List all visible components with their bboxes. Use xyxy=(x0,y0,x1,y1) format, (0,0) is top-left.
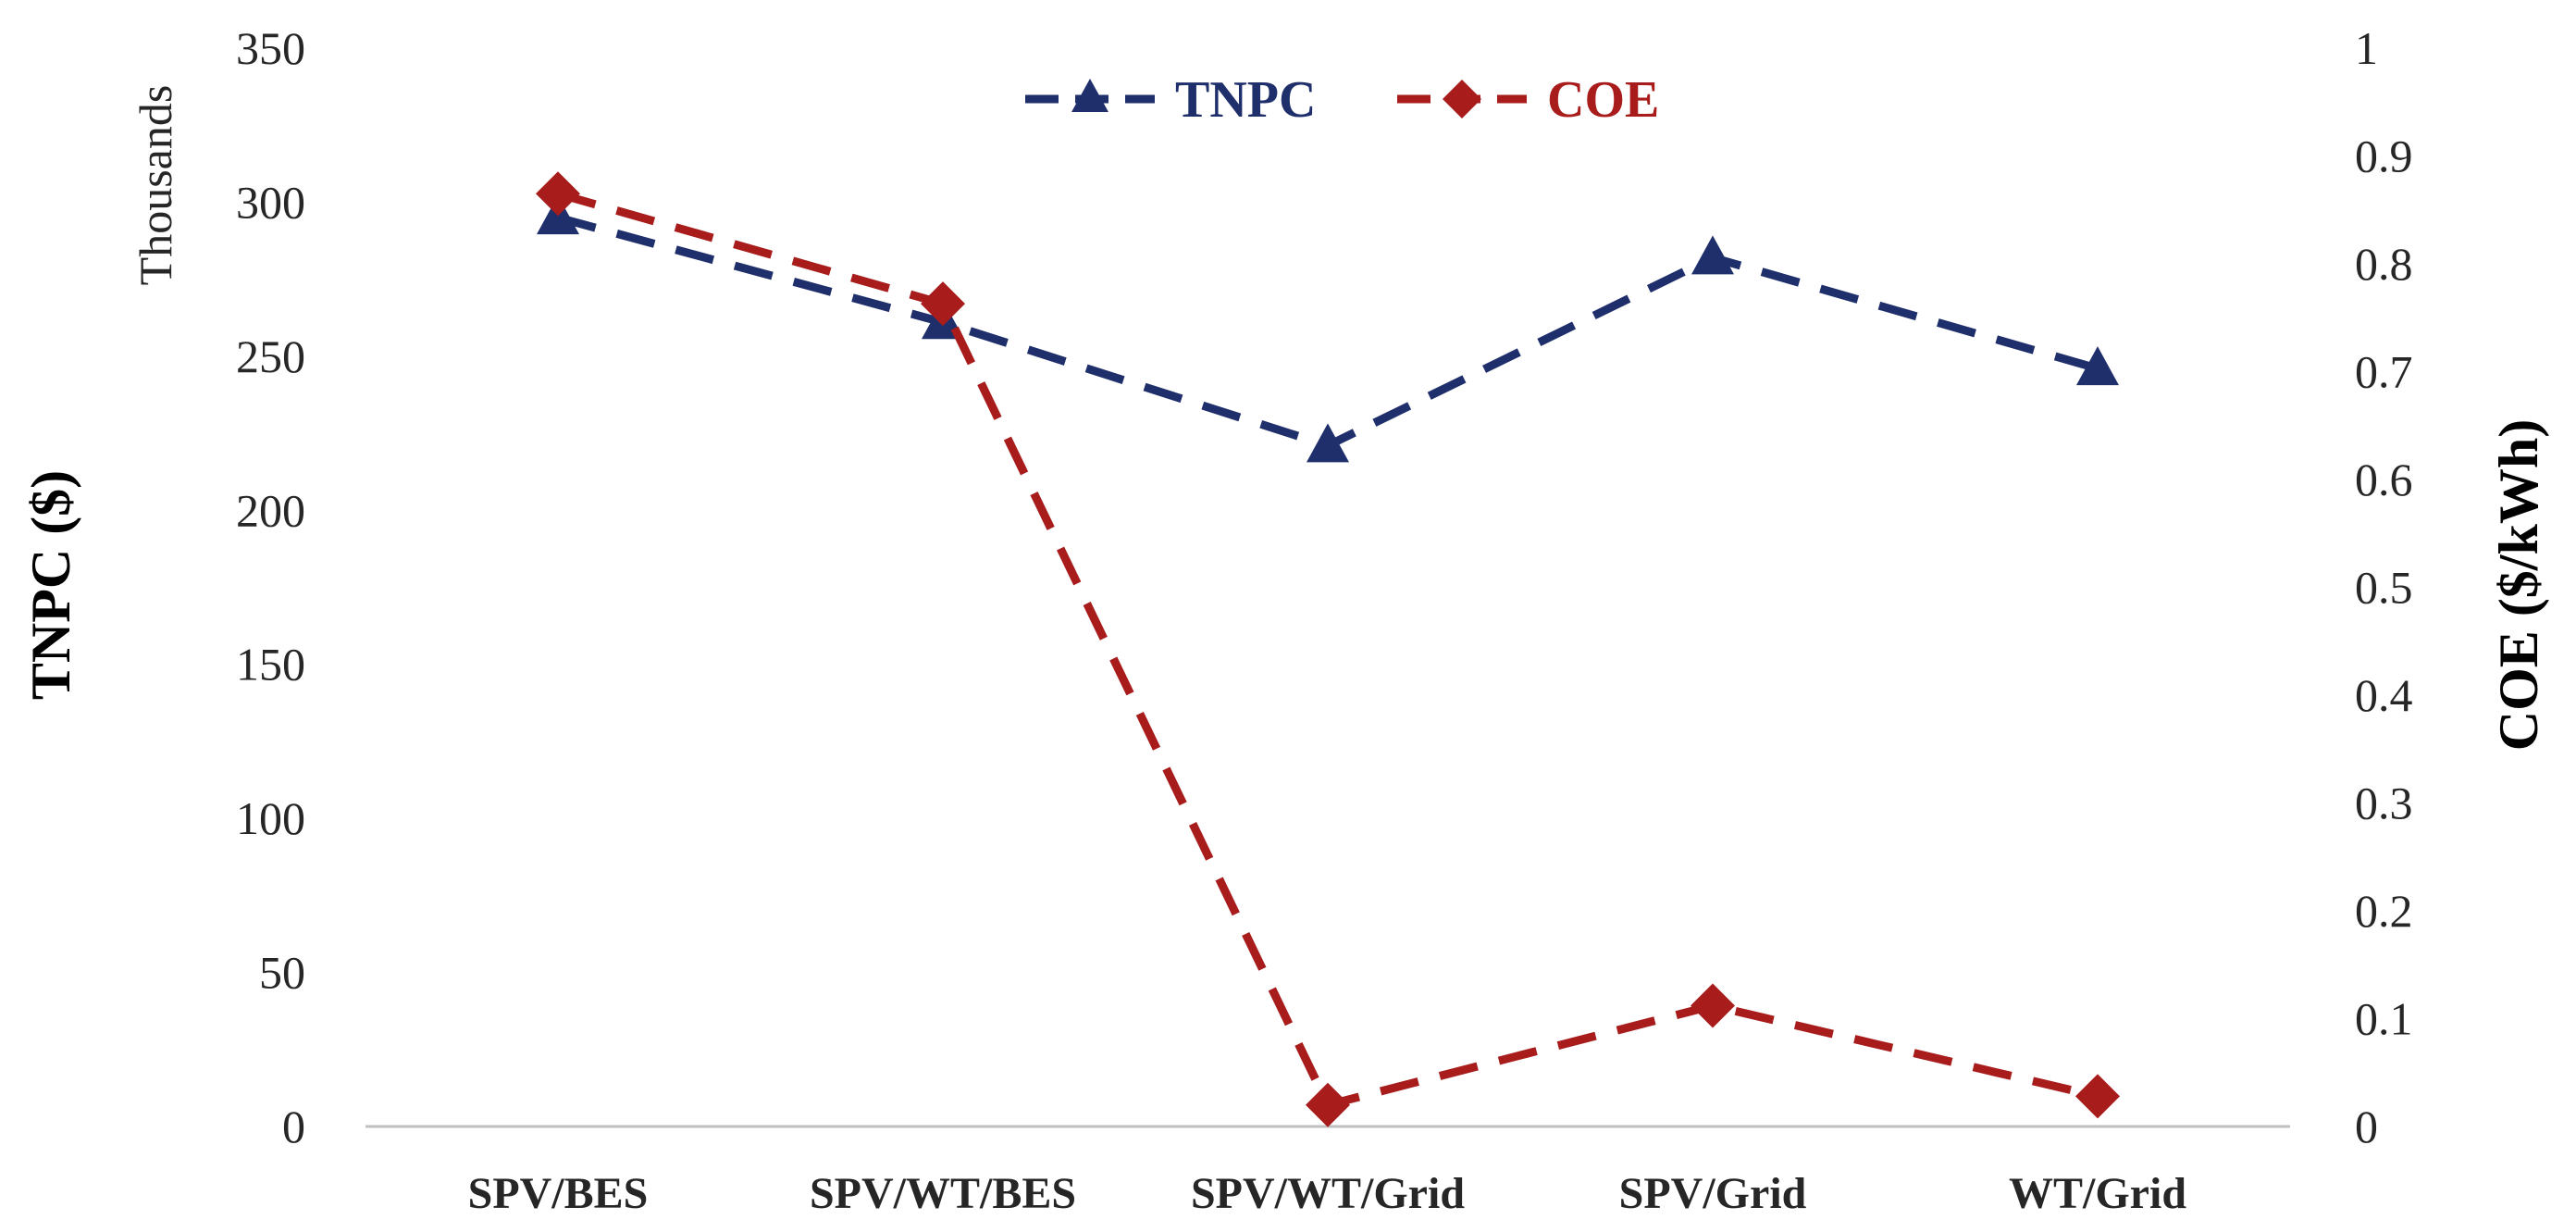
legend-item-coe: COE xyxy=(1397,71,1659,129)
left-tick-label: 300 xyxy=(236,176,305,228)
data-point-tnpc xyxy=(1307,423,1349,463)
x-tick-label: SPV/WT/Grid xyxy=(1191,1169,1465,1218)
x-tick-label: SPV/Grid xyxy=(1619,1169,1807,1218)
right-tick-label: 0.3 xyxy=(2355,778,2413,829)
series-line-tnpc xyxy=(556,213,2099,450)
data-point-coe xyxy=(921,281,965,327)
left-axis-ticks: 0 50 100 150 200 250 300 350 xyxy=(236,22,305,1152)
right-tick-label: 0.5 xyxy=(2355,562,2413,614)
x-axis-ticks: SPV/BES SPV/WT/BES SPV/WT/Grid SPV/Grid WT/G… xyxy=(468,1169,2187,1218)
right-tick-label: 0.1 xyxy=(2355,993,2413,1045)
right-axis-ticks: 0 0.1 0.2 0.3 0.4 0.5 0.6 0.7 0.8 0.9 1 xyxy=(2355,22,2413,1152)
legend: TNPC COE xyxy=(1025,71,1659,129)
right-axis-title: COE ($/kWh) xyxy=(2488,419,2549,751)
legend-item-tnpc: TNPC xyxy=(1025,71,1316,129)
legend-marker-tnpc xyxy=(1071,79,1108,112)
left-axis-title: TNPC ($) xyxy=(20,470,81,700)
right-tick-label: 0.7 xyxy=(2355,346,2413,398)
right-tick-label: 0 xyxy=(2355,1101,2378,1152)
legend-label-coe: COE xyxy=(1547,71,1659,129)
right-tick-label: 0.9 xyxy=(2355,131,2413,182)
x-tick-label: SPV/BES xyxy=(468,1169,649,1218)
right-tick-label: 0.2 xyxy=(2355,885,2413,937)
right-tick-label: 0.4 xyxy=(2355,669,2413,721)
data-point-tnpc xyxy=(1691,235,1734,275)
data-point-tnpc xyxy=(2076,346,2119,386)
legend-label-tnpc: TNPC xyxy=(1175,71,1316,129)
left-axis-unit-label: Thousands xyxy=(130,85,181,286)
left-tick-label: 150 xyxy=(236,639,305,691)
data-point-coe xyxy=(536,171,580,217)
left-tick-label: 0 xyxy=(282,1101,305,1152)
left-tick-label: 250 xyxy=(236,330,305,382)
x-tick-label: WT/Grid xyxy=(2009,1169,2186,1218)
right-tick-label: 1 xyxy=(2355,22,2378,74)
left-tick-label: 50 xyxy=(259,947,305,999)
left-tick-label: 200 xyxy=(236,484,305,536)
data-point-coe xyxy=(1306,1082,1350,1127)
series-layer xyxy=(536,171,2120,1127)
left-tick-label: 350 xyxy=(236,22,305,74)
legend-marker-coe xyxy=(1443,80,1481,118)
left-tick-label: 100 xyxy=(236,792,305,844)
right-tick-label: 0.6 xyxy=(2355,454,2413,505)
series-line-coe xyxy=(556,189,2099,1110)
data-point-coe xyxy=(2075,1074,2120,1119)
right-tick-label: 0.8 xyxy=(2355,238,2413,290)
x-tick-label: SPV/WT/BES xyxy=(810,1169,1076,1218)
data-point-coe xyxy=(1690,983,1735,1028)
